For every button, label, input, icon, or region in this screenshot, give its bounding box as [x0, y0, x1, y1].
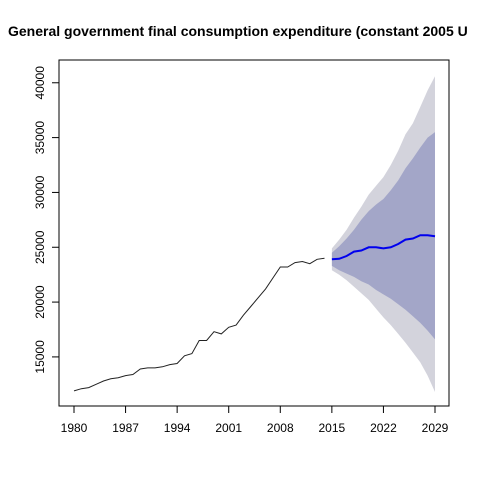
x-tick-label: 1994	[164, 421, 191, 435]
y-tick-label: 25000	[33, 230, 47, 264]
y-tick-label: 35000	[33, 121, 47, 155]
prediction-bands	[331, 76, 435, 392]
chart-title: General government final consumption exp…	[8, 23, 468, 39]
x-tick-label: 2001	[215, 421, 242, 435]
y-tick-label: 20000	[33, 285, 47, 319]
band-80	[331, 132, 435, 340]
y-axis: 15000 20000 25000 30000 35000 40000	[33, 66, 59, 374]
y-tick-label: 30000	[33, 175, 47, 209]
y-tick-label: 15000	[33, 340, 47, 374]
x-tick-label: 2015	[319, 421, 346, 435]
x-tick-label: 2022	[370, 421, 397, 435]
forecast-mean-line	[331, 234, 436, 261]
x-axis: 1980 1987 1994 2001 2008 2015 2022 2029	[61, 406, 449, 435]
plot-frame	[58, 59, 450, 407]
x-tick-label: 2008	[267, 421, 294, 435]
x-tick-label: 1987	[112, 421, 139, 435]
y-tick-label: 40000	[33, 66, 47, 100]
x-tick-label: 1980	[61, 421, 88, 435]
x-tick-label: 2029	[422, 421, 449, 435]
series-lines	[73, 234, 436, 392]
history-line	[73, 257, 325, 392]
